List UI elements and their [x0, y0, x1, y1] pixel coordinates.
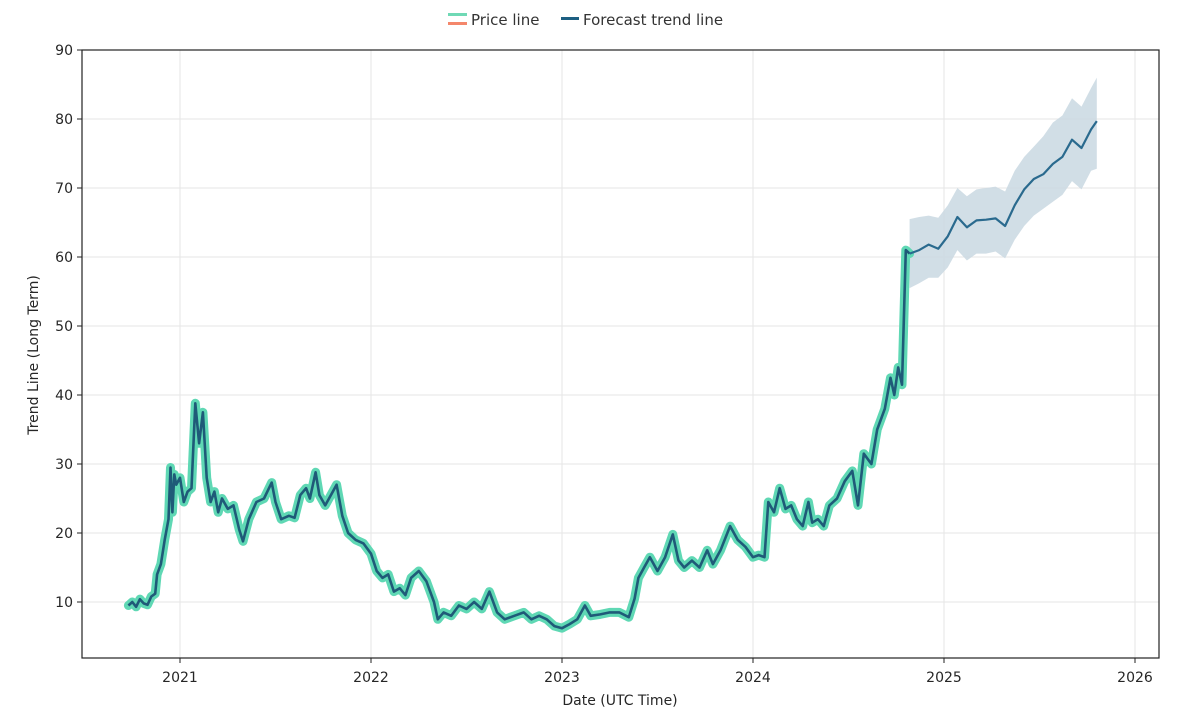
forecast-trend-line	[909, 120, 1098, 255]
y-axis-title: Trend Line (Long Term)	[26, 275, 42, 436]
y-tick-label: 30	[55, 457, 73, 473]
y-tick-label: 20	[55, 526, 73, 542]
price-line-band	[123, 245, 915, 633]
price-line-swatch-icon-secondary	[448, 22, 467, 25]
legend-label-forecast: Forecast trend line	[583, 11, 723, 29]
price-line-swatch-icon	[448, 13, 467, 16]
x-tick-label: 2026	[1117, 670, 1153, 686]
legend-item-price-line: Price line	[448, 11, 539, 29]
legend-item-forecast: Forecast trend line	[561, 11, 723, 29]
legend: Price line Forecast trend line	[448, 11, 723, 29]
y-tick-label: 80	[55, 112, 73, 128]
x-tick-label: 2023	[544, 670, 580, 686]
x-tick-label: 2021	[162, 670, 198, 686]
y-tick-label: 50	[55, 319, 73, 335]
y-tick-label: 10	[55, 595, 73, 611]
y-tick-label: 40	[55, 388, 73, 404]
y-tick-label: 60	[55, 250, 73, 266]
y-tick-label: 90	[55, 43, 73, 59]
plot-frame	[81, 49, 1160, 659]
price-line	[127, 248, 911, 630]
x-axis: 2021 2022 2023 2024 2025 2026	[162, 658, 1153, 686]
forecast-confidence-band	[909, 77, 1097, 289]
gridlines	[82, 49, 1159, 658]
x-axis-title: Date (UTC Time)	[562, 693, 677, 707]
y-axis: 10 20 30 40 50 60 70 80 90	[55, 43, 82, 611]
x-tick-label: 2025	[926, 670, 962, 686]
x-tick-label: 2024	[735, 670, 771, 686]
legend-label-price: Price line	[471, 11, 539, 29]
forecast-line-swatch-icon	[561, 17, 579, 20]
x-tick-label: 2022	[353, 670, 389, 686]
y-tick-label: 70	[55, 181, 73, 197]
